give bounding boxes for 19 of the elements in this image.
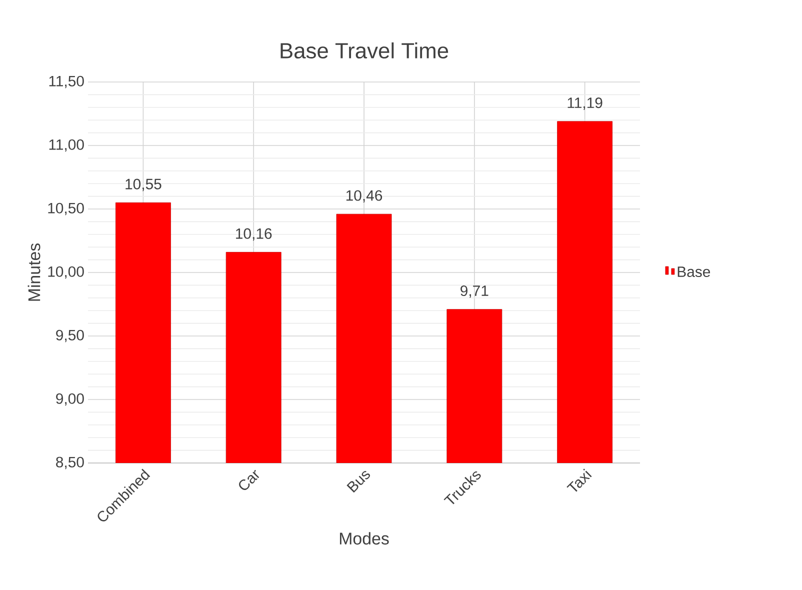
y-tick-label: 9,00 <box>56 393 84 406</box>
y-tick-label: 11,00 <box>49 139 84 152</box>
y-tick-label: 10,00 <box>48 266 84 279</box>
y-tick-label: 8,50 <box>56 456 84 470</box>
chart-title: Base Travel Time <box>280 42 448 59</box>
x-axis-title: Modes <box>340 532 389 545</box>
data-label: 10,16 <box>236 228 272 241</box>
data-label: 9,71 <box>460 285 488 298</box>
data-label: 11,19 <box>568 98 602 110</box>
data-label: 10,55 <box>126 178 162 192</box>
y-tick-label: 11,50 <box>49 76 84 88</box>
legend-label: Base <box>678 266 710 278</box>
x-tick-label: Taxi <box>566 468 592 492</box>
y-tick-label: 10,50 <box>48 202 84 216</box>
x-tick-label: Bus <box>346 471 370 493</box>
data-label: 10,46 <box>346 190 382 203</box>
y-axis-title: Minutes <box>28 243 40 301</box>
y-tick-label: 9,50 <box>56 330 84 342</box>
x-tick-label: Car <box>239 470 260 490</box>
